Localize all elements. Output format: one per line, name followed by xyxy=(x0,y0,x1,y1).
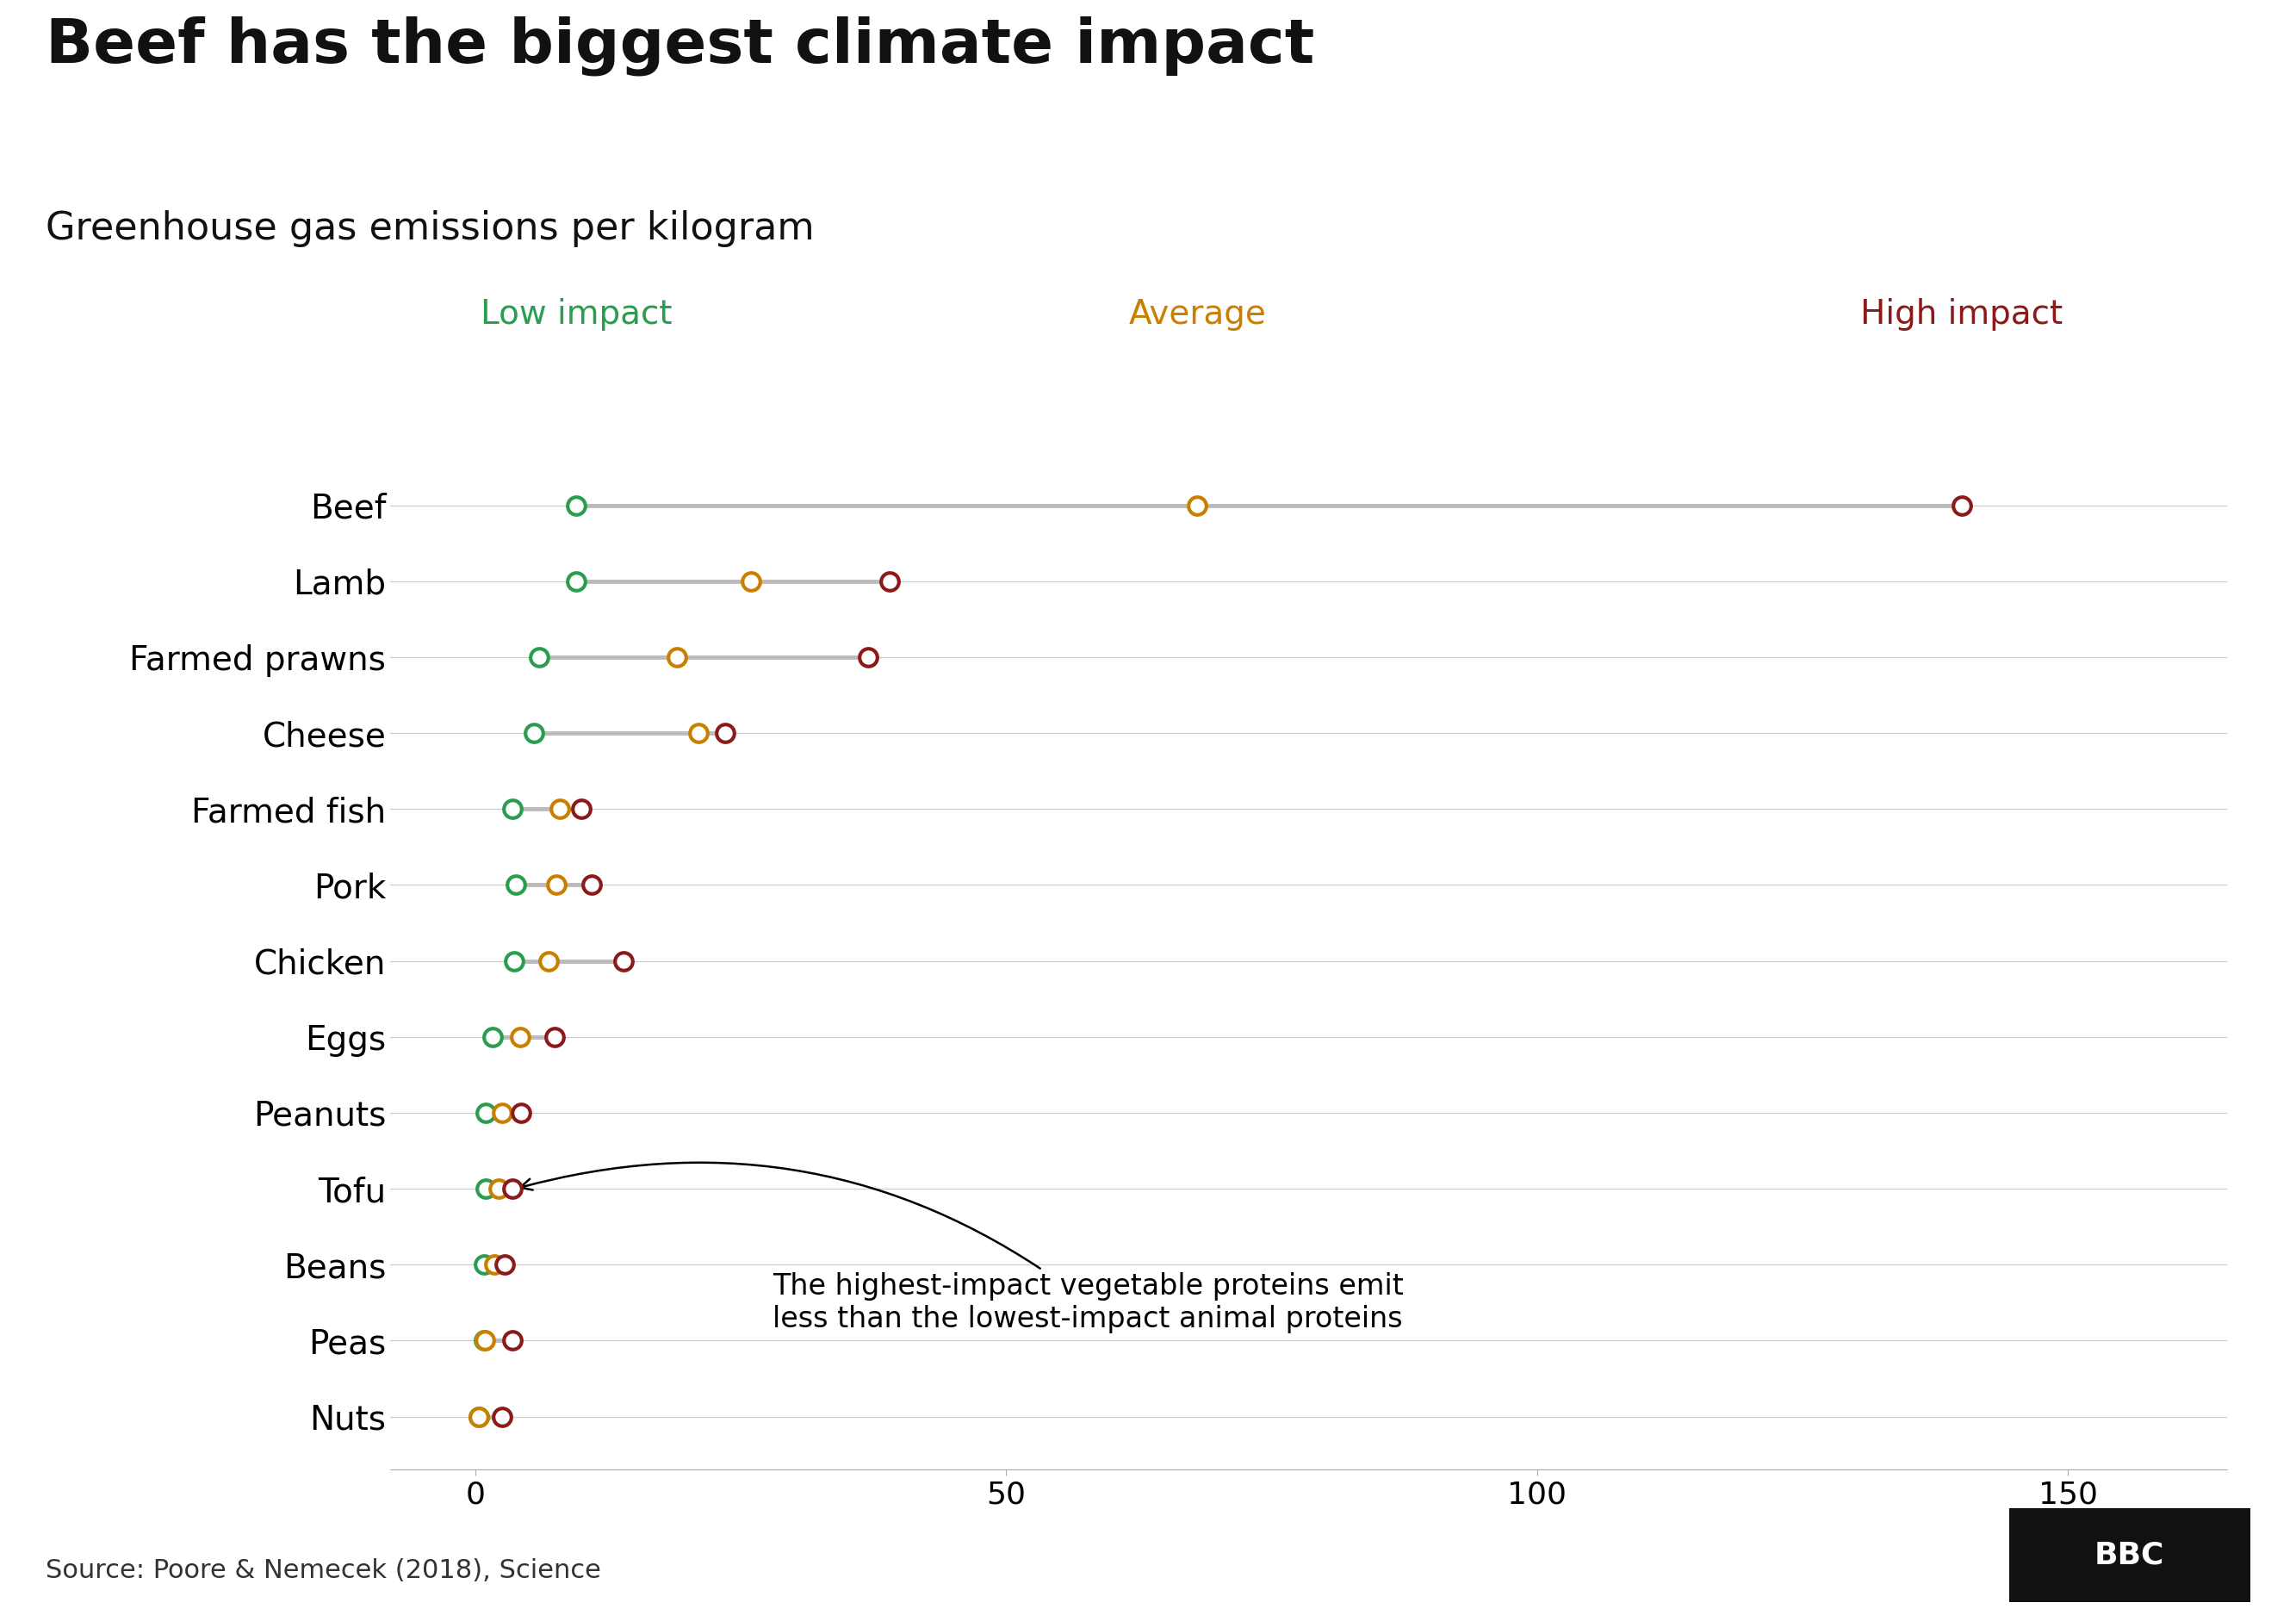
Point xyxy=(537,1024,574,1050)
Text: Source: Poore & Nemecek (2018), Science: Source: Poore & Nemecek (2018), Science xyxy=(46,1558,602,1583)
Point xyxy=(480,1176,517,1202)
Point xyxy=(659,644,696,670)
Point xyxy=(494,1176,530,1202)
Text: High impact: High impact xyxy=(1860,299,2062,331)
Point xyxy=(468,1176,505,1202)
Point xyxy=(870,568,907,594)
Point xyxy=(494,796,530,822)
Point xyxy=(558,493,595,518)
Text: The highest-impact vegetable proteins emit
less than the lowest-impact animal pr: The highest-impact vegetable proteins em… xyxy=(521,1163,1403,1334)
Point xyxy=(475,1252,512,1277)
Point xyxy=(468,1100,505,1126)
Point xyxy=(466,1328,503,1353)
Point xyxy=(1942,493,1979,518)
Point xyxy=(459,1403,496,1429)
Point xyxy=(707,720,744,746)
Point xyxy=(503,1100,540,1126)
Point xyxy=(542,796,579,822)
Point xyxy=(459,1403,496,1429)
Point xyxy=(558,568,595,594)
Text: BBC: BBC xyxy=(2094,1541,2165,1570)
Text: Low impact: Low impact xyxy=(480,299,673,331)
Point xyxy=(521,644,558,670)
Point xyxy=(473,1024,510,1050)
Point xyxy=(496,948,533,974)
Point xyxy=(680,720,716,746)
Point xyxy=(484,1100,521,1126)
Text: Greenhouse gas emissions per kilogram: Greenhouse gas emissions per kilogram xyxy=(46,210,815,247)
Point xyxy=(574,872,611,898)
Point xyxy=(606,948,643,974)
Point xyxy=(494,1328,530,1353)
Point xyxy=(514,720,551,746)
Text: Beef has the biggest climate impact: Beef has the biggest climate impact xyxy=(46,16,1316,76)
Point xyxy=(732,568,769,594)
Point xyxy=(1178,493,1215,518)
Point xyxy=(466,1328,503,1353)
Point xyxy=(484,1403,521,1429)
Point xyxy=(466,1252,503,1277)
Text: Average: Average xyxy=(1127,299,1265,331)
Point xyxy=(563,796,599,822)
Point xyxy=(487,1252,523,1277)
Point xyxy=(850,644,886,670)
Point xyxy=(498,872,535,898)
Point xyxy=(530,948,567,974)
Point xyxy=(501,1024,537,1050)
Point xyxy=(537,872,574,898)
